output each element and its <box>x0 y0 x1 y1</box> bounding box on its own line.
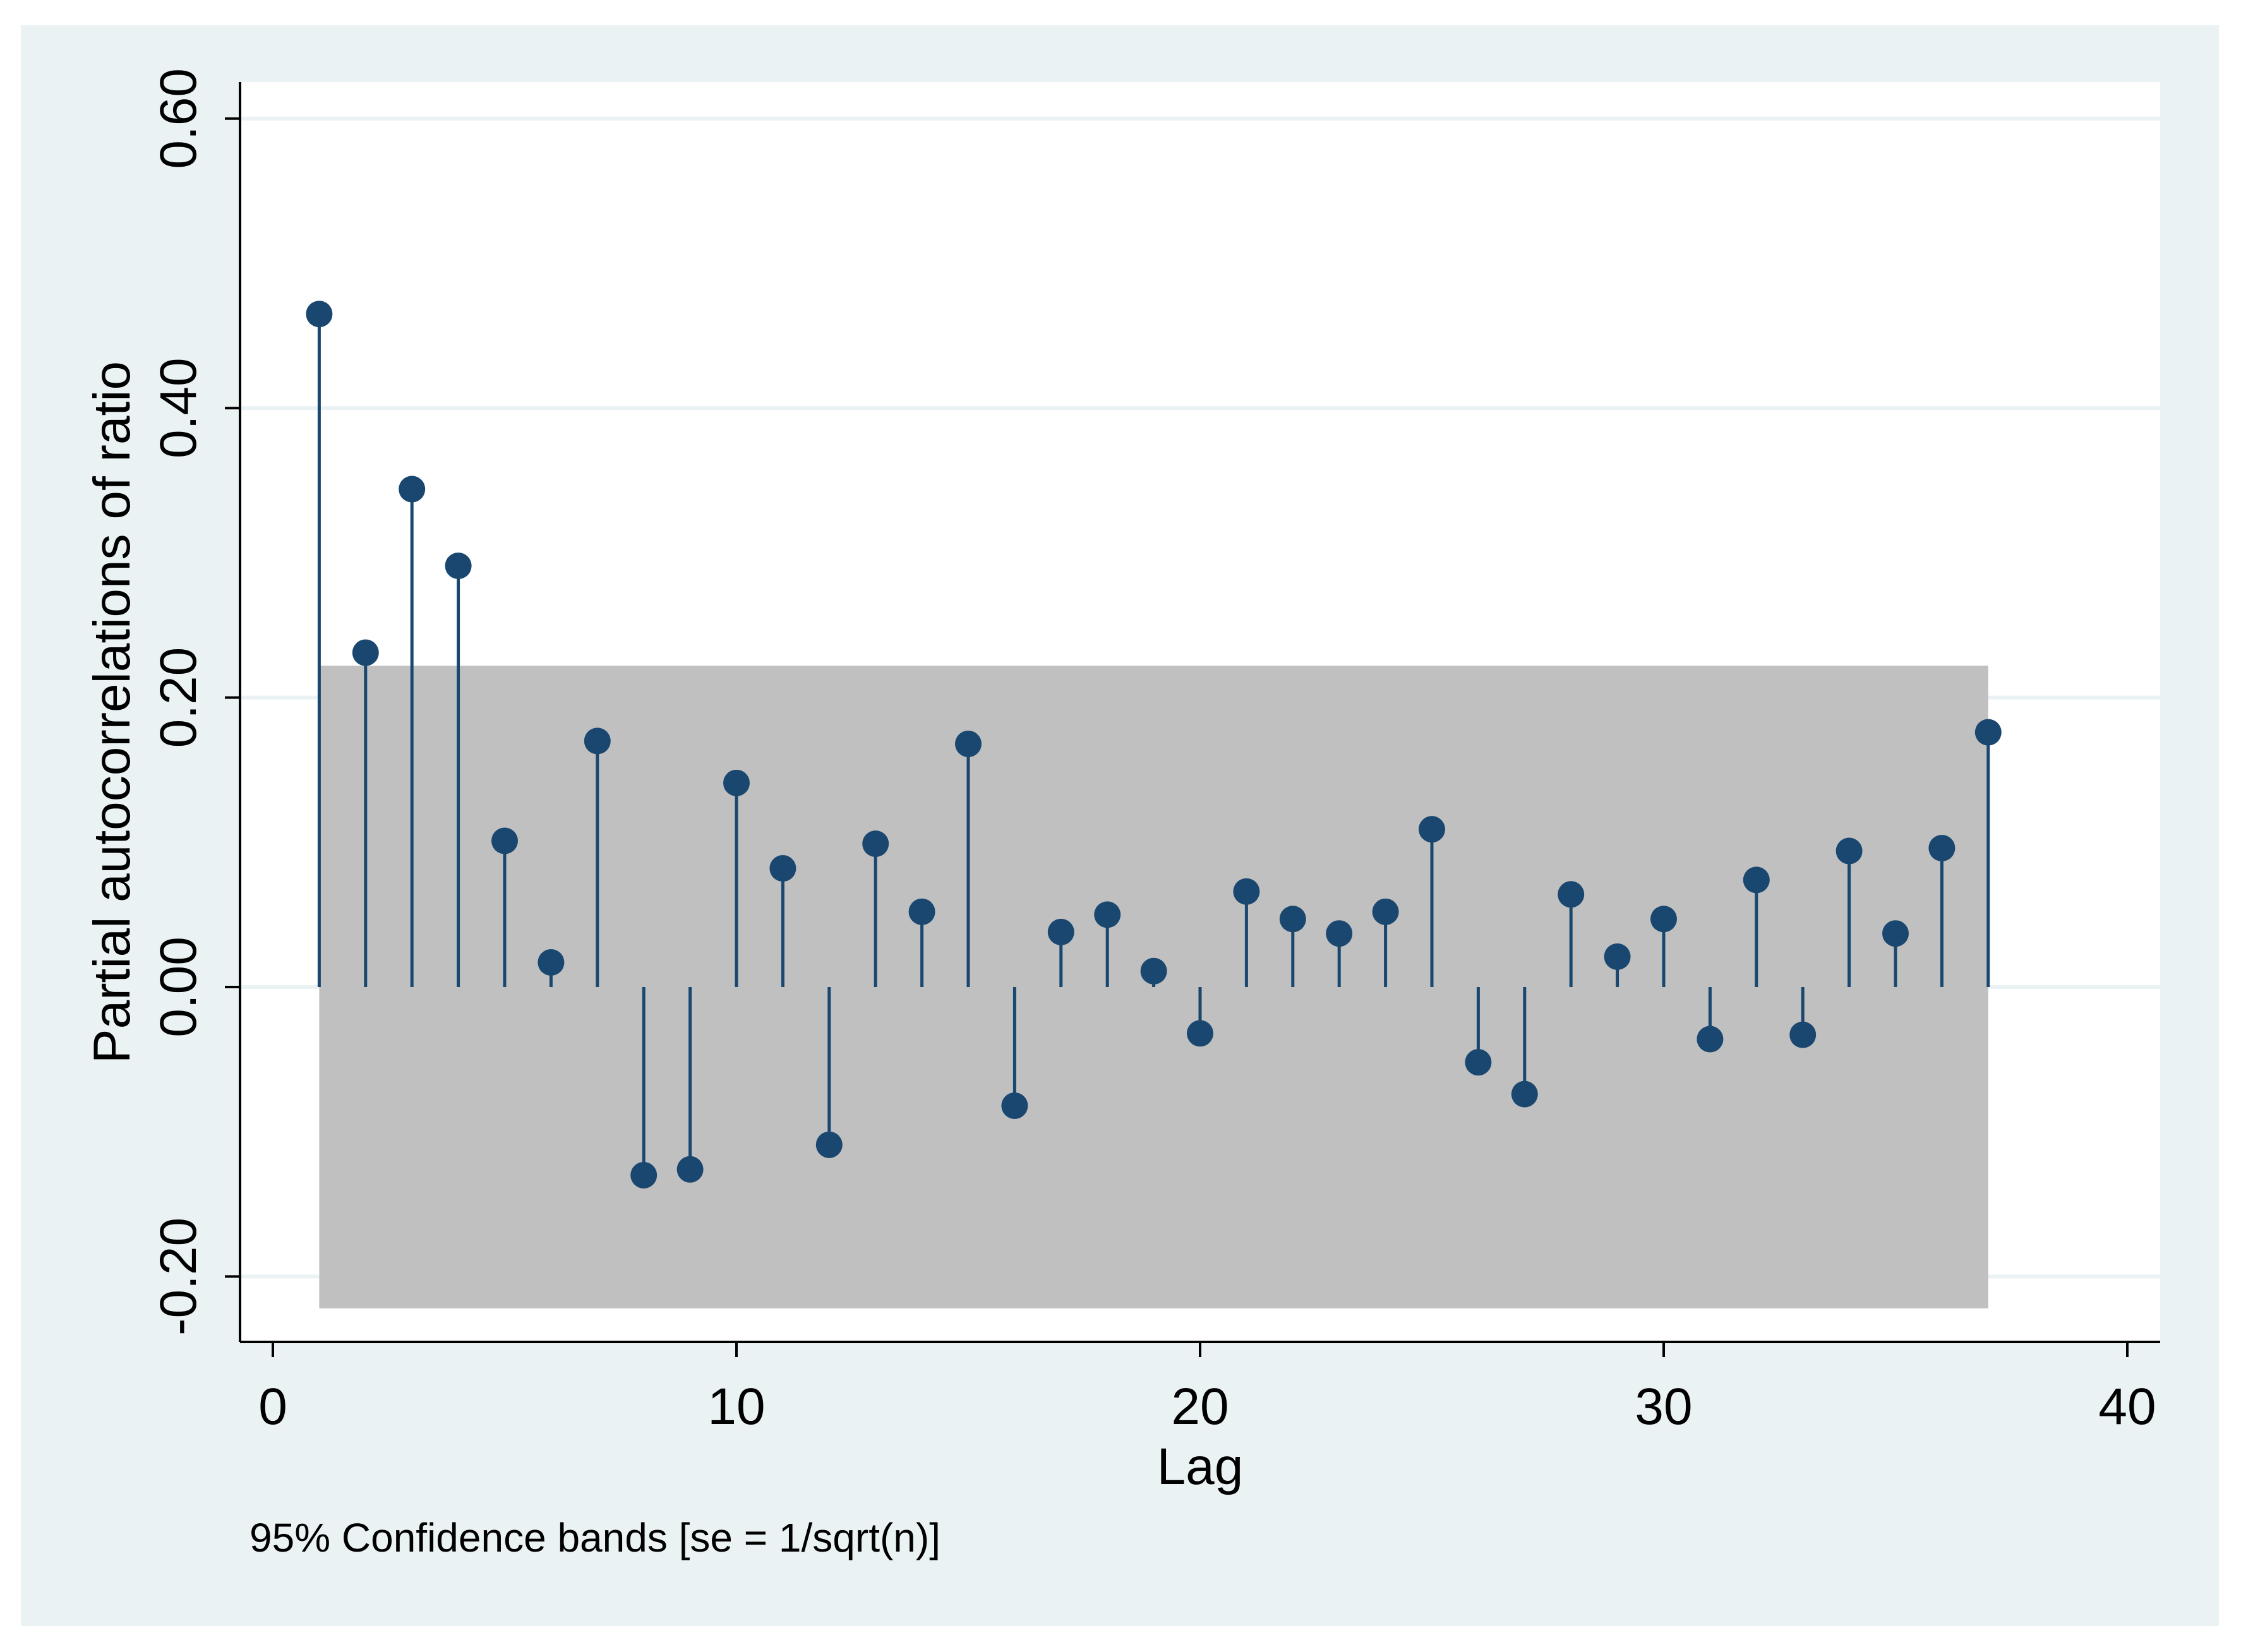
marker-lag-24 <box>1372 898 1399 925</box>
marker-lag-21 <box>1233 878 1260 905</box>
y-tick-label: -0.20 <box>150 1218 207 1336</box>
y-tick-label: 0.20 <box>150 647 207 748</box>
marker-lag-26 <box>1465 1049 1492 1076</box>
y-tick-label: 0.60 <box>150 68 207 169</box>
marker-lag-10 <box>723 769 750 796</box>
marker-lag-9 <box>676 1156 704 1183</box>
marker-lag-34 <box>1835 837 1863 865</box>
marker-lag-35 <box>1882 920 1909 947</box>
x-tick-label: 0 <box>258 1378 287 1435</box>
marker-lag-13 <box>862 830 889 858</box>
marker-lag-14 <box>908 898 935 925</box>
marker-lag-23 <box>1326 920 1353 947</box>
marker-lag-5 <box>491 827 518 854</box>
y-tick-label: 0.00 <box>150 937 207 1038</box>
x-tick-label: 10 <box>707 1378 765 1435</box>
marker-lag-3 <box>399 476 426 503</box>
marker-lag-28 <box>1558 881 1585 908</box>
x-tick-label: 40 <box>2098 1378 2156 1435</box>
marker-lag-19 <box>1140 957 1167 985</box>
marker-lag-1 <box>306 301 333 328</box>
marker-lag-16 <box>1001 1092 1028 1119</box>
marker-lag-30 <box>1650 906 1677 933</box>
marker-lag-11 <box>769 855 796 882</box>
marker-lag-12 <box>815 1131 843 1158</box>
marker-lag-8 <box>630 1161 658 1188</box>
x-ticks: 0 10 20 30 40 <box>258 1342 2156 1435</box>
marker-lag-27 <box>1511 1080 1538 1108</box>
marker-lag-29 <box>1604 943 1631 970</box>
marker-lag-7 <box>584 727 611 755</box>
marker-lag-25 <box>1419 816 1445 843</box>
marker-lag-31 <box>1697 1026 1724 1053</box>
marker-lag-15 <box>955 730 982 757</box>
x-axis-label: Lag <box>1157 1438 1244 1495</box>
y-ticks: -0.20 0.00 0.20 0.40 0.60 <box>150 68 240 1336</box>
x-tick-label: 20 <box>1171 1378 1229 1435</box>
x-tick-label: 30 <box>1635 1378 1692 1435</box>
marker-lag-33 <box>1789 1021 1817 1048</box>
marker-lag-20 <box>1187 1020 1213 1047</box>
marker-lag-36 <box>1928 834 1956 861</box>
marker-lag-6 <box>538 949 565 976</box>
chart-note: 95% Confidence bands [se = 1/sqrt(n)] <box>249 1515 940 1560</box>
markers <box>306 301 2002 1188</box>
marker-lag-32 <box>1743 866 1770 894</box>
y-axis-label: Partial autocorrelations of ratio <box>83 361 141 1063</box>
marker-lag-37 <box>1974 719 2002 746</box>
marker-lag-17 <box>1047 918 1074 945</box>
marker-lag-2 <box>352 639 379 666</box>
y-tick-label: 0.40 <box>150 357 207 458</box>
marker-lag-4 <box>445 553 472 580</box>
marker-lag-18 <box>1094 901 1121 928</box>
marker-lag-22 <box>1279 906 1306 933</box>
